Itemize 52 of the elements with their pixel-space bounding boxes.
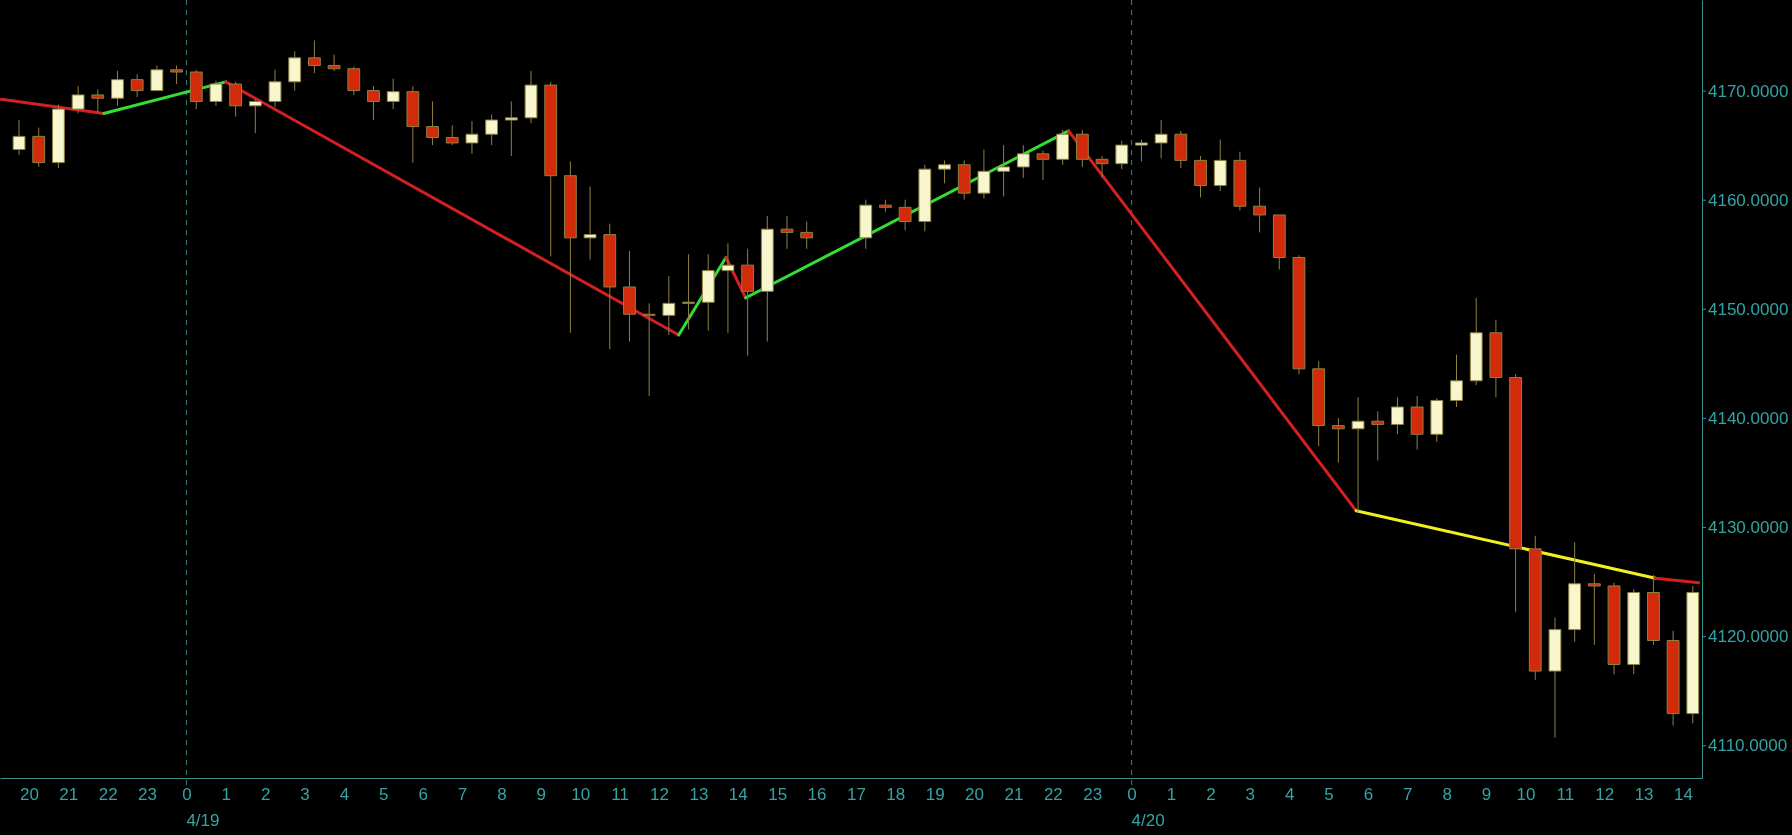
x-tick-label: 11 [611, 785, 629, 805]
x-tick-label: 16 [807, 785, 827, 805]
x-tick-label: 0 [1127, 785, 1137, 805]
x-tick-label: 7 [457, 785, 468, 805]
x-tick-label: 11 [1556, 785, 1575, 805]
x-tick-label: 10 [571, 785, 591, 805]
x-tick-label: 4 [1284, 785, 1295, 805]
x-tick-label: 3 [300, 785, 310, 805]
x-tick-label: 18 [886, 785, 906, 805]
ref-line-label: 4/19 [186, 811, 220, 830]
x-tick-label: 2 [1206, 785, 1216, 805]
x-tick-label: 20 [19, 785, 39, 805]
x-tick-label: 13 [689, 785, 709, 805]
y-tick-label: 4110.0000 [1708, 736, 1788, 756]
x-tick-label: 1 [1166, 785, 1177, 805]
x-tick-label: 9 [536, 785, 547, 805]
x-tick-label: 7 [1403, 785, 1413, 805]
x-tick-label: 19 [925, 785, 945, 805]
x-tick-label: 20 [965, 785, 985, 805]
y-tick-label: 4170.0000 [1708, 81, 1789, 101]
ref-line-label: 4/20 [1131, 811, 1165, 830]
y-tick-label: 4150.0000 [1708, 299, 1789, 319]
x-tick-label: 4 [339, 785, 350, 805]
x-tick-label: 21 [59, 785, 79, 805]
x-tick-label: 1 [221, 785, 232, 805]
y-tick-label: 4160.0000 [1708, 190, 1789, 210]
x-tick-label: 8 [1442, 785, 1452, 805]
y-tick-label: 4120.0000 [1708, 627, 1789, 647]
x-tick-label: 15 [768, 785, 788, 805]
x-tick-label: 0 [182, 785, 192, 805]
x-tick-label: 6 [418, 785, 428, 805]
x-tick-label: 22 [1043, 785, 1063, 805]
x-tick-label: 23 [138, 785, 157, 805]
x-tick-label: 17 [846, 785, 866, 805]
y-tick-label: 4140.0000 [1708, 408, 1789, 428]
x-tick-label: 12 [1595, 785, 1615, 805]
x-tick-label: 5 [1324, 785, 1334, 805]
x-tick-label: 21 [1004, 785, 1024, 805]
x-tick-label: 23 [1083, 785, 1103, 805]
x-tick-label: 14 [728, 785, 748, 805]
y-tick-label: 4130.0000 [1708, 517, 1789, 537]
x-tick-label: 6 [1363, 785, 1374, 805]
x-tick-label: 5 [379, 785, 389, 805]
x-tick-label: 8 [497, 785, 507, 805]
x-tick-label: 9 [1481, 785, 1492, 805]
x-tick-label: 2 [260, 785, 271, 805]
x-tick-label: 22 [98, 785, 118, 805]
x-tick-label: 3 [1245, 785, 1255, 805]
x-tick-label: 13 [1634, 785, 1654, 805]
x-tick-label: 12 [650, 785, 669, 805]
x-tick-label: 14 [1674, 785, 1693, 805]
x-tick-label: 10 [1516, 785, 1536, 805]
